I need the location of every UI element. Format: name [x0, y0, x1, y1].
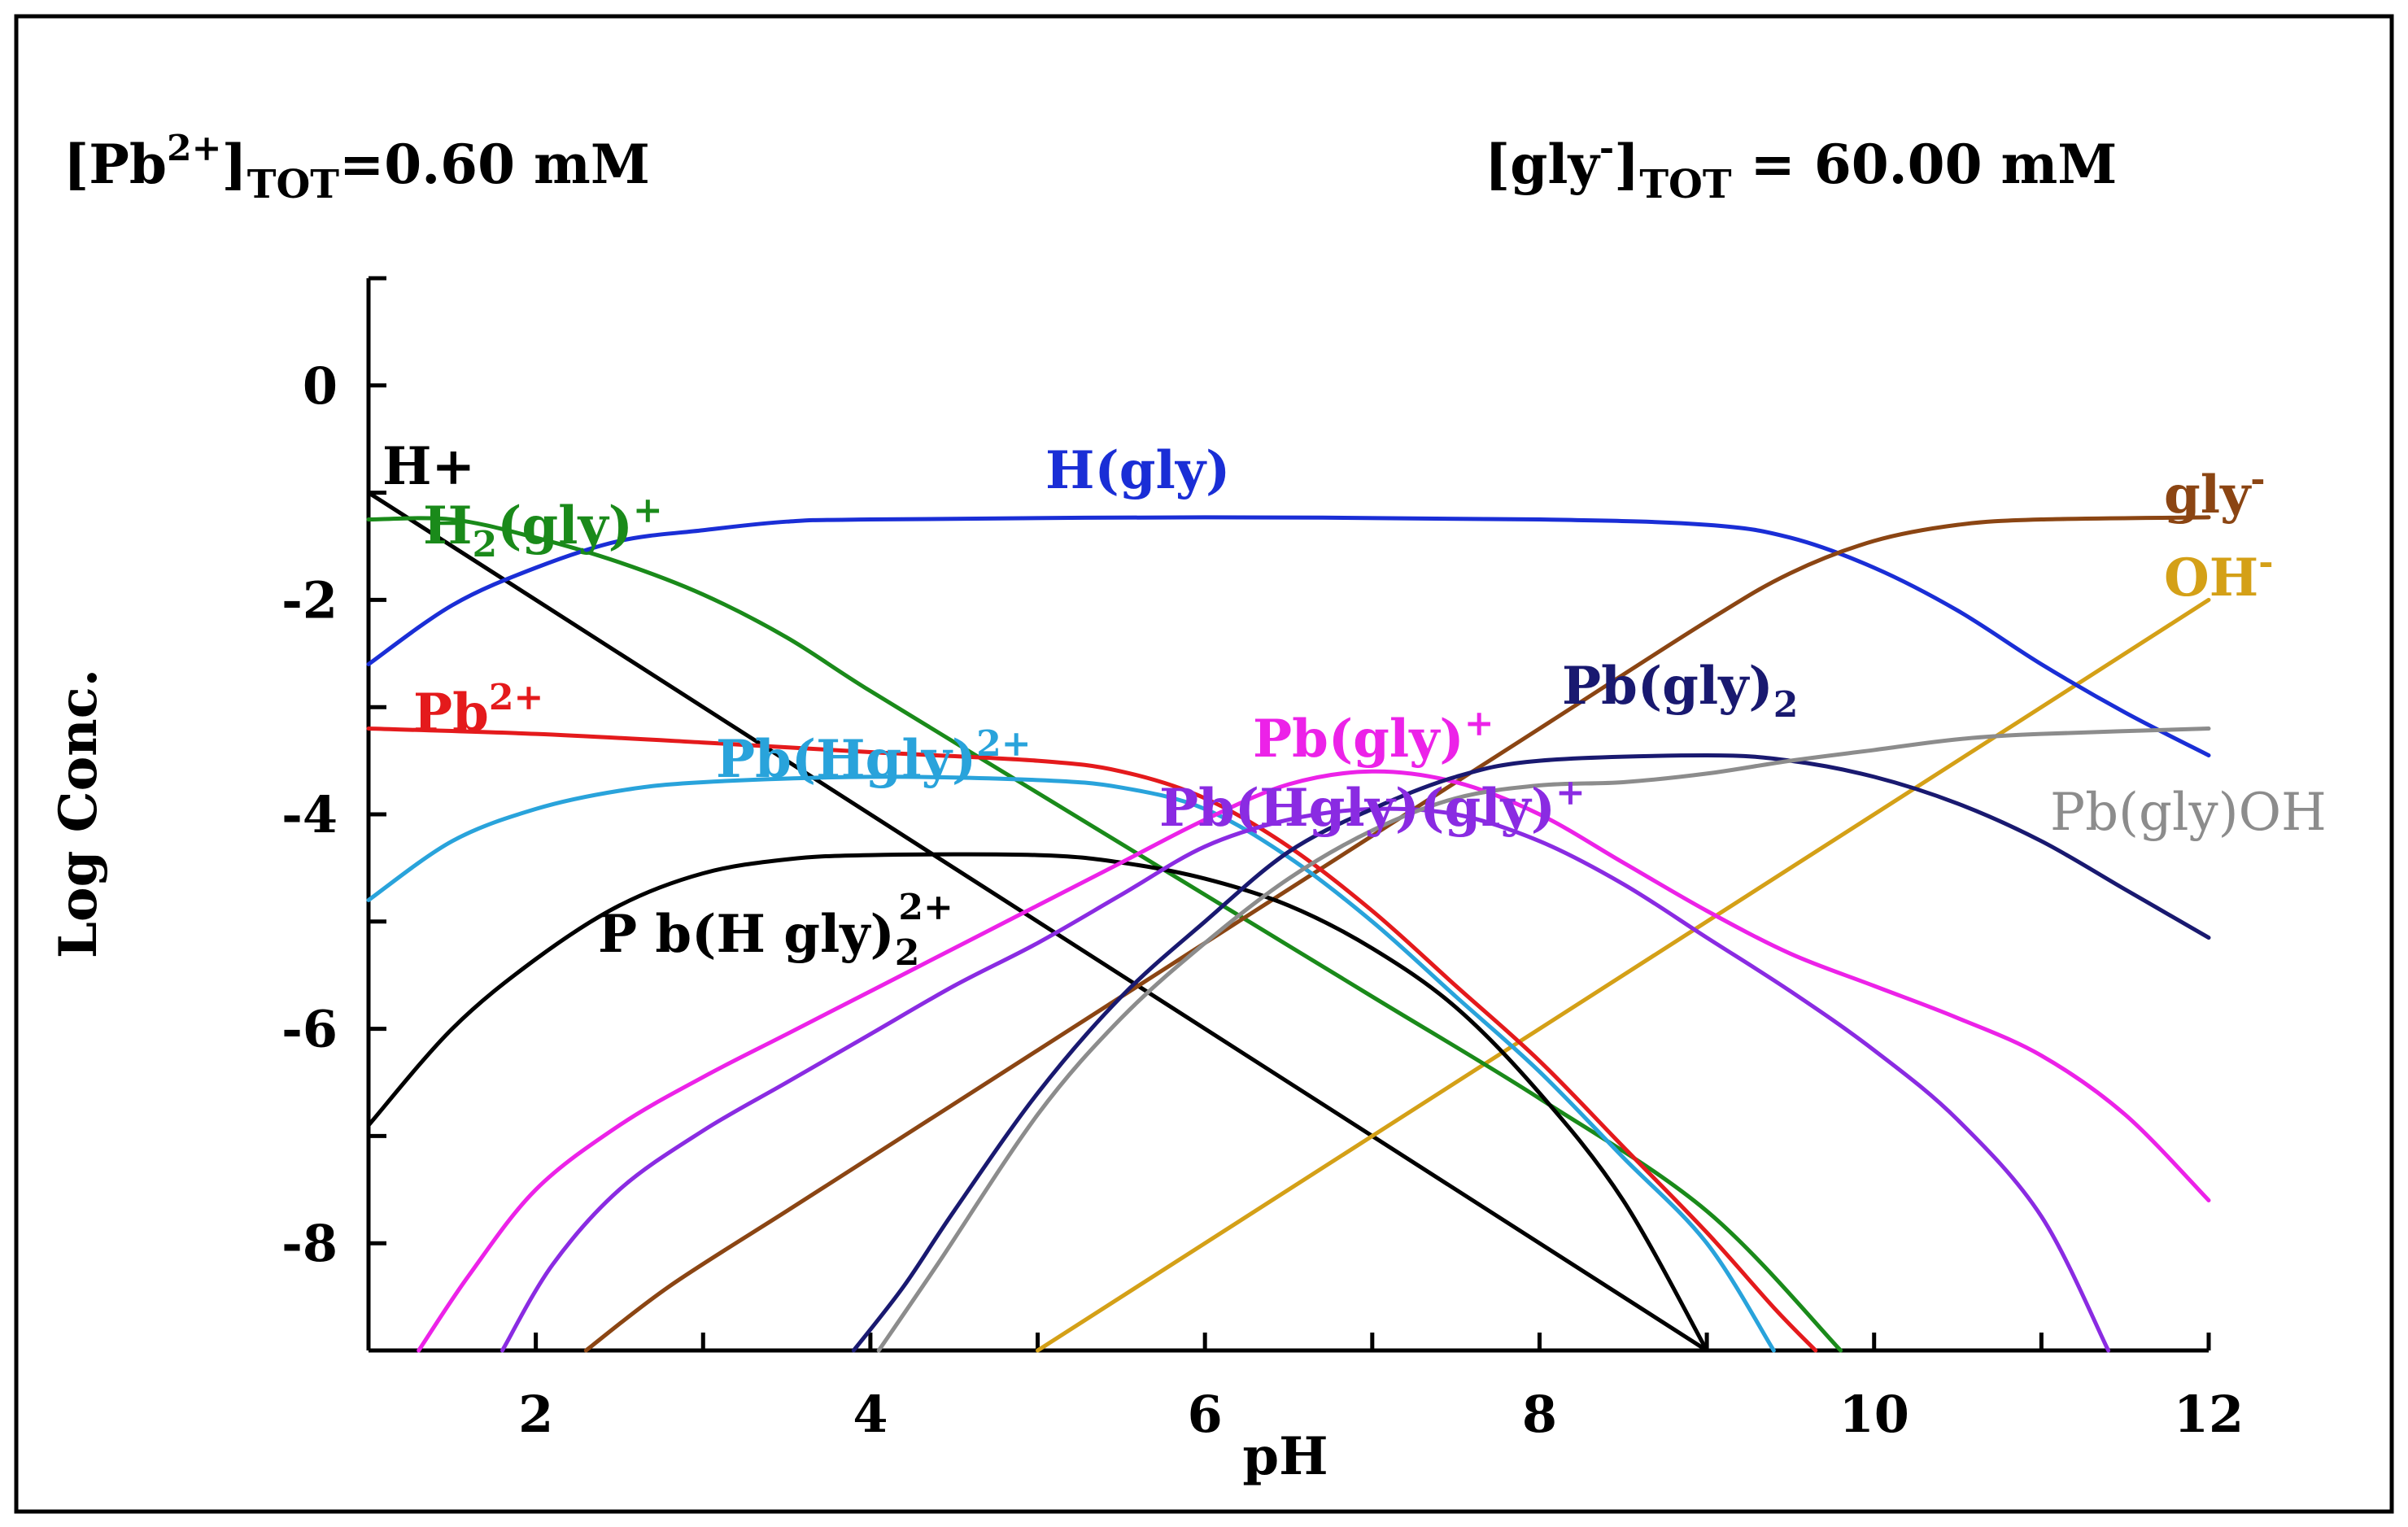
- series-line-pbgly-plus: [417, 769, 2211, 1353]
- series-line-h2gly-plus: [366, 516, 1843, 1353]
- x-tick-label: 2: [518, 1385, 553, 1444]
- label-pbgly-oh: Pb(gly)OH: [2050, 783, 2327, 843]
- series-line-pbhgly2-plus: [366, 774, 1776, 1353]
- y-tick-label: -2: [281, 570, 338, 630]
- series-layer: [366, 491, 2211, 1353]
- y-tick-label: -8: [281, 1214, 338, 1273]
- series-line-hgly: [366, 515, 2211, 758]
- series-line-pbhgly2-2plus: [366, 852, 1709, 1353]
- x-tick-label: 12: [2174, 1385, 2244, 1444]
- label-h2gly-plus: H2(gly)+: [423, 490, 663, 565]
- series-line-pbgly2: [851, 753, 2211, 1353]
- series-line-pbhgly-gly-plus: [500, 806, 2111, 1353]
- y-tick-label: -4: [281, 785, 338, 844]
- axis-ticks: 2 4 6 8 10 12 0 -2 -4 -6 -8: [281, 276, 2244, 1444]
- label-pbhgly2-2plus: P b(H gly)22+: [598, 887, 953, 974]
- label-pb2-plus: Pb2+: [413, 677, 543, 744]
- series-line-oh-minus: [1036, 597, 2211, 1353]
- x-tick-label: 6: [1188, 1385, 1223, 1444]
- x-tick-label: 4: [853, 1385, 888, 1444]
- y-axis-title: Log Conc.: [48, 669, 109, 958]
- x-tick-label: 8: [1522, 1385, 1557, 1444]
- series-labels: H+ H2(gly)+ H(gly) gly- OH- Pb2+ Pb(Hgly…: [382, 436, 2327, 974]
- label-pbgly-plus: Pb(gly)+: [1253, 703, 1494, 770]
- label-pbhgly2-plus: Pb(Hgly)2+: [716, 723, 1032, 790]
- y-tick-label: -6: [281, 1000, 338, 1059]
- label-pbhgly-gly-plus: Pb(Hgly)(gly)+: [1159, 772, 1586, 839]
- series-line-h-plus: [366, 491, 1709, 1353]
- chart-border: [14, 14, 2394, 1514]
- label-hgly: H(gly): [1045, 440, 1230, 501]
- x-tick-label: 10: [1839, 1385, 1909, 1444]
- pb-total-label: [Pb2+]TOT=0.60 mM: [63, 128, 650, 207]
- label-pbgly2: Pb(gly)2: [1562, 656, 1798, 726]
- gly-total-label: [gly-]TOT = 60.00 mM: [1485, 128, 2117, 207]
- y-tick-label: 0: [303, 356, 338, 416]
- label-gly-minus: gly-: [2164, 459, 2266, 526]
- series-line-pbgly-oh: [876, 726, 2211, 1353]
- x-axis-title: pH: [1242, 1426, 1328, 1487]
- label-h-plus: H+: [382, 436, 475, 497]
- label-oh-minus: OH-: [2164, 542, 2273, 609]
